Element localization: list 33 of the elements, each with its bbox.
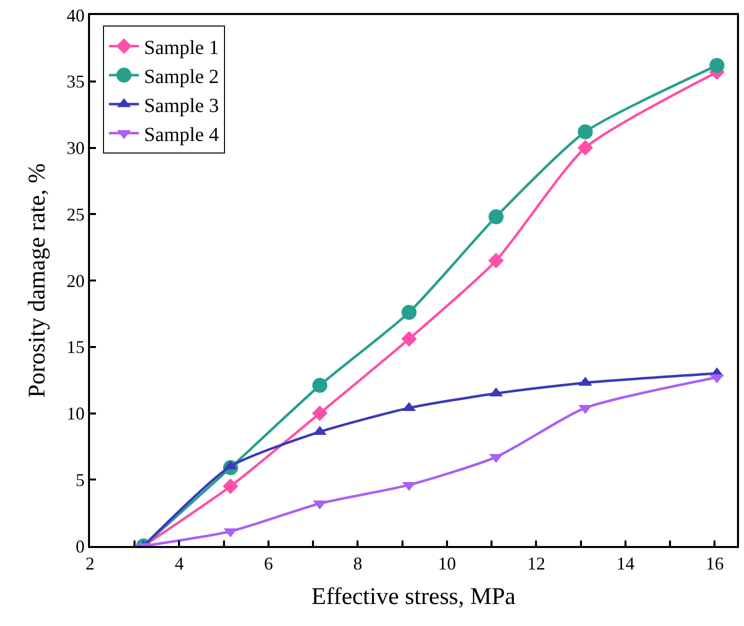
y-tick-label: 30 <box>66 138 85 158</box>
x-tick-label: 14 <box>616 553 634 574</box>
y-tick-label: 20 <box>66 270 85 291</box>
point <box>578 124 593 140</box>
legend-label: Sample 3 <box>144 94 219 117</box>
point <box>709 58 724 73</box>
x-tick-label: 2 <box>86 553 94 574</box>
x-tick-label: 4 <box>174 553 184 574</box>
x-tick-label: 10 <box>438 553 456 574</box>
point <box>488 252 504 268</box>
y-tick-label: 10 <box>66 404 85 424</box>
y-axis-title: Porosity damage rate, % <box>24 163 50 398</box>
y-tick-label: 5 <box>76 470 85 490</box>
y-tick-label: 35 <box>66 72 85 92</box>
point <box>402 304 417 320</box>
point <box>312 405 328 422</box>
point <box>577 140 594 156</box>
x-tick-label: 16 <box>706 553 724 574</box>
x-axis-title: Effective stress, MPa <box>311 584 516 610</box>
x-tick-label: 8 <box>353 553 362 574</box>
point <box>488 209 504 224</box>
y-tick-label: 0 <box>76 536 85 556</box>
y-tick-label: 15 <box>66 337 85 358</box>
point <box>401 331 417 347</box>
legend-label: Sample 1 <box>144 36 219 59</box>
y-tick-label: 40 <box>66 5 85 26</box>
point <box>312 378 328 393</box>
point <box>222 478 238 494</box>
x-tick-label: 12 <box>527 553 546 574</box>
legend-label: Sample 2 <box>144 66 219 88</box>
legend-label: Sample 4 <box>144 124 219 146</box>
y-tick-label: 25 <box>66 204 85 224</box>
x-tick-label: 6 <box>264 553 273 574</box>
